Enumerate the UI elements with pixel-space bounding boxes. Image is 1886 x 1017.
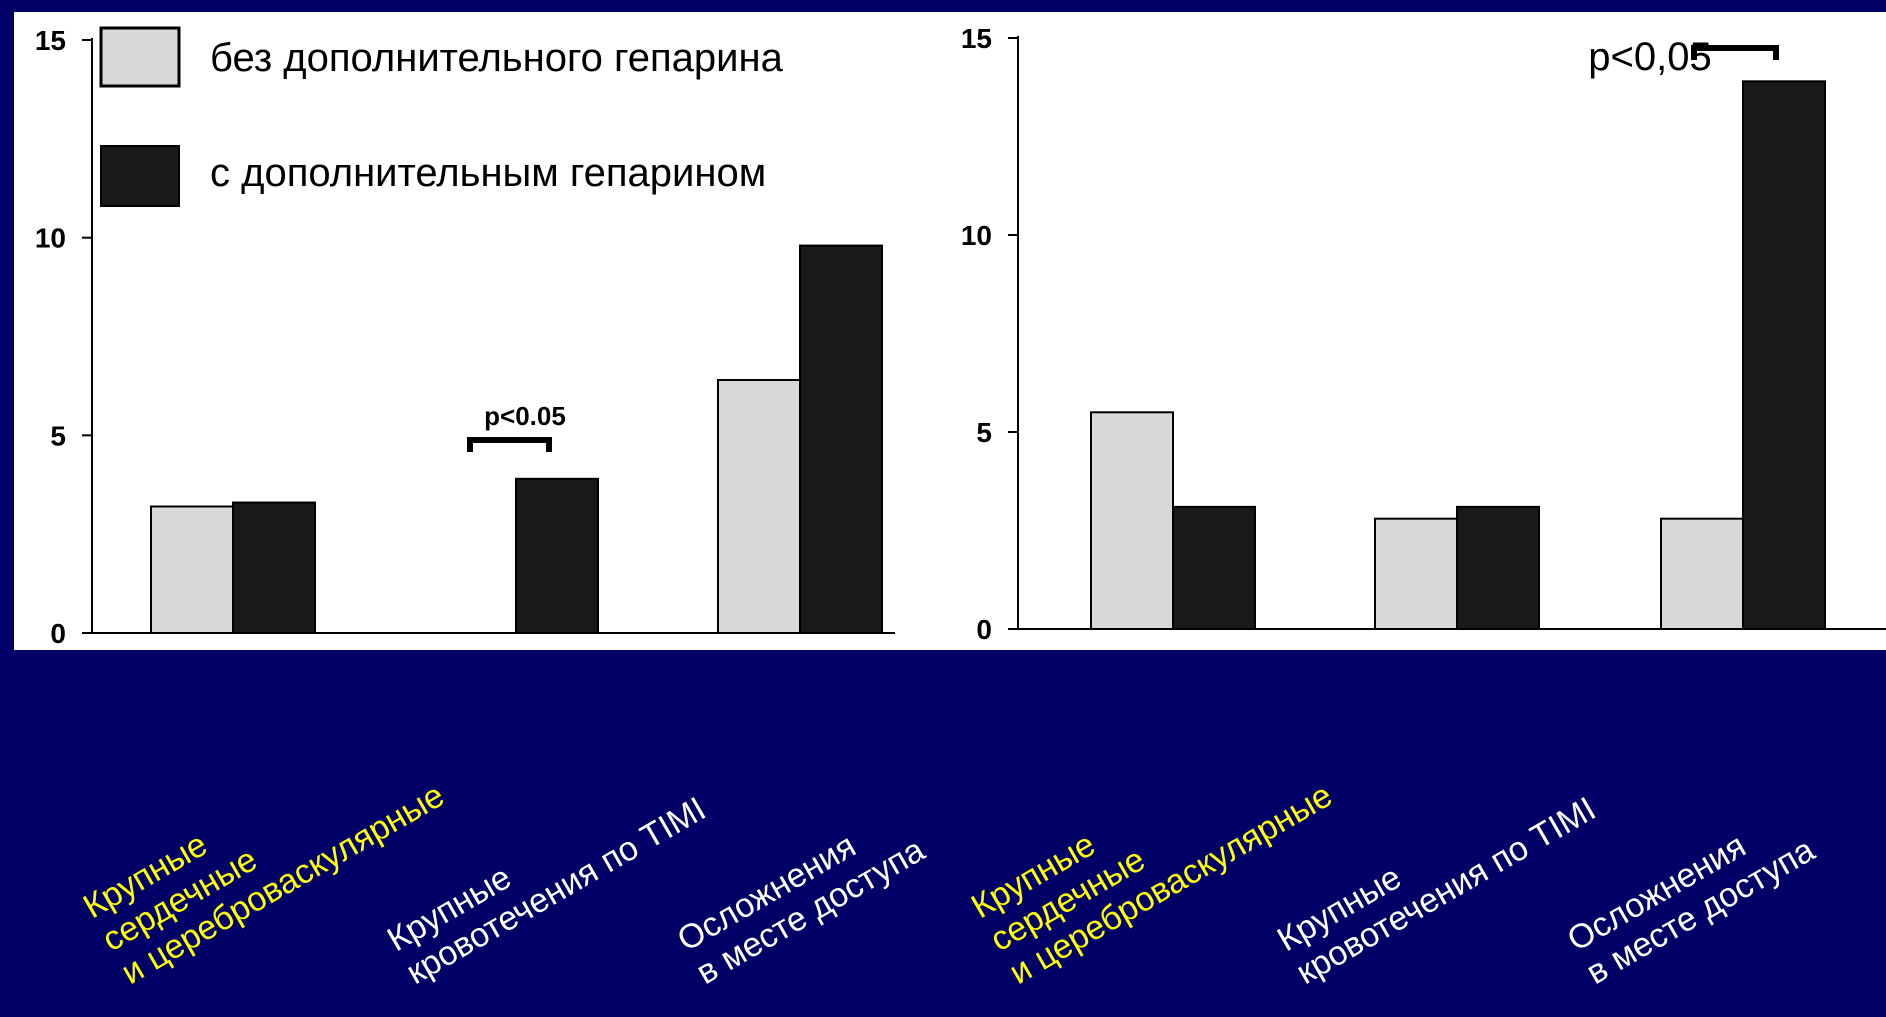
y-tick-label: 15 <box>35 25 66 56</box>
bar-with-heparin <box>232 501 316 635</box>
significance-label: p<0,05 <box>1588 35 1711 79</box>
chart-panel-1: 0 5 10 15 p<0.05 <box>14 12 954 650</box>
significance-bracket <box>1691 45 1779 60</box>
significance-bracket <box>467 437 552 452</box>
y-tick-label: 10 <box>35 223 66 254</box>
y-tick-label: 0 <box>50 618 66 649</box>
legend-label-with-heparin: с дополнительным гепарином <box>210 151 766 195</box>
significance-label: p<0.05 <box>484 401 566 431</box>
legend-label-without-heparin: без дополнительного гепарина <box>210 36 784 80</box>
bar-with-heparin <box>1172 505 1256 630</box>
y-tick-label: 15 <box>961 23 992 54</box>
y-tick-label: 5 <box>976 417 992 448</box>
bar-with-heparin <box>1742 80 1826 630</box>
bar-with-heparin <box>799 244 883 634</box>
bar-without-heparin <box>717 378 801 634</box>
y-tick-label: 10 <box>961 220 992 251</box>
legend: без дополнительного гепарина с дополнител… <box>99 26 784 207</box>
y-tick-label: 5 <box>50 420 66 451</box>
bar-without-heparin <box>150 505 234 635</box>
bar-with-heparin <box>1456 505 1540 630</box>
y-tick-label: 0 <box>976 614 992 645</box>
bar-without-heparin <box>1660 517 1744 630</box>
chart-panel-2: 0 5 10 15 p<0,05 <box>954 12 1886 650</box>
legend-swatch-without-heparin <box>99 26 181 88</box>
bar-without-heparin <box>1090 411 1174 630</box>
bar-without-heparin <box>1374 517 1458 630</box>
bar-with-heparin <box>515 477 599 634</box>
legend-swatch-with-heparin <box>100 145 180 207</box>
